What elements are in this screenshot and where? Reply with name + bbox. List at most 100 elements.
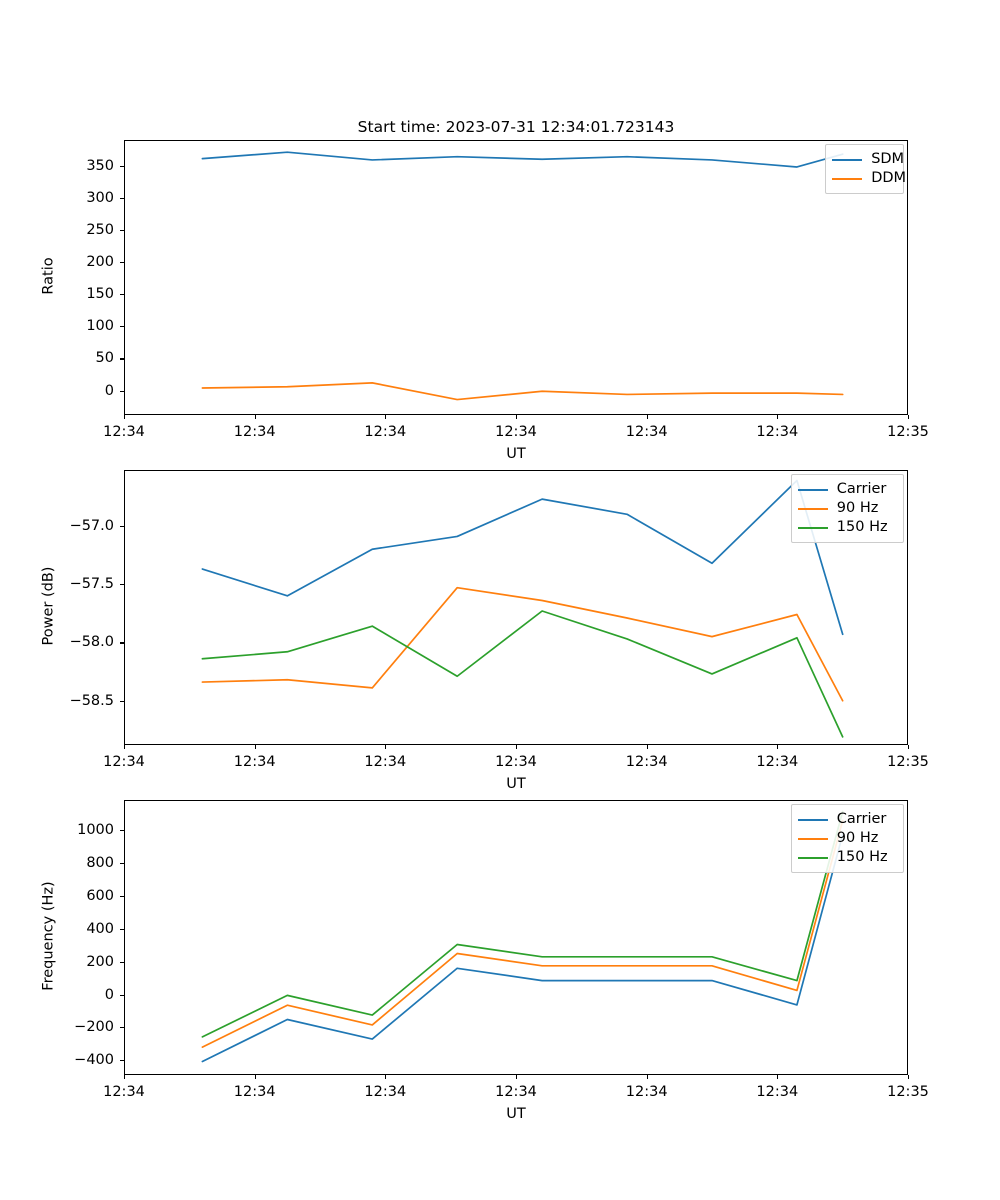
y-tick-label: −58.0 <box>69 634 114 651</box>
legend-ratio-panel: SDM DDM <box>825 144 906 194</box>
x-tick-label: 12:34 <box>233 424 276 440</box>
y-tick-mark <box>119 525 124 528</box>
y-tick-label: 0 <box>104 382 114 399</box>
x-tick-label: 12:34 <box>364 754 407 770</box>
y-tick-mark <box>119 326 124 328</box>
x-tick-label: 12:34 <box>103 1084 145 1100</box>
y-tick-mark <box>119 294 124 296</box>
x-tick-mark <box>254 1075 256 1080</box>
legend-item-90-hz[interactable]: 90 Hz <box>797 829 896 848</box>
x-tick-mark <box>908 415 910 420</box>
x-tick-mark <box>124 1075 126 1080</box>
legend-line-swatch-icon <box>797 526 828 529</box>
y-tick-mark <box>119 229 124 232</box>
legend-frequency-panel: Carrier 90 Hz 150 Hz <box>790 804 904 873</box>
x-tick-label: 12:34 <box>233 754 276 770</box>
y-tick-label: 200 <box>86 254 114 271</box>
x-tick-mark <box>777 415 779 420</box>
x-tick-label: 12:34 <box>495 754 537 770</box>
x-tick-mark <box>254 745 256 750</box>
y-tick-mark <box>119 390 124 392</box>
legend-item-carrier[interactable]: Carrier <box>797 480 896 499</box>
legend-label: Carrier <box>836 811 887 827</box>
y-tick-mark <box>119 584 124 586</box>
y-tick-mark <box>119 994 124 996</box>
x-tick-mark <box>908 1075 910 1080</box>
x-tick-mark <box>646 745 648 750</box>
x-tick-label: 12:34 <box>625 754 668 770</box>
x-tick-mark <box>646 1075 648 1080</box>
legend-line-swatch-icon <box>832 158 863 161</box>
y-tick-mark <box>119 928 124 930</box>
x-tick-mark <box>254 415 256 420</box>
legend-item-carrier[interactable]: Carrier <box>797 810 896 829</box>
y-tick-label: 0 <box>104 986 114 1003</box>
x-tick-label: 12:34 <box>364 424 407 440</box>
x-tick-label: 12:34 <box>495 424 537 440</box>
x-tick-mark <box>908 745 910 750</box>
x-tick-mark <box>385 415 387 420</box>
y-tick-label: −57.0 <box>69 517 114 534</box>
y-tick-mark <box>119 896 124 898</box>
y-tick-label: 800 <box>86 855 114 872</box>
y-tick-label: 150 <box>86 286 114 303</box>
y-tick-mark <box>119 642 124 644</box>
legend-label: DDM <box>871 170 907 186</box>
y-tick-label: −57.5 <box>69 576 114 593</box>
x-tick-mark <box>646 415 648 420</box>
y-tick-mark <box>119 358 124 360</box>
legend-power-panel: Carrier 90 Hz 150 Hz <box>790 474 904 543</box>
x-tick-label: 12:35 <box>887 424 929 440</box>
x-tick-label: 12:34 <box>756 754 799 770</box>
x-tick-mark <box>385 745 387 750</box>
y-tick-label: 600 <box>86 888 114 905</box>
x-tick-mark <box>385 1075 387 1080</box>
x-tick-mark <box>516 1075 518 1080</box>
y-tick-label: 350 <box>86 157 114 174</box>
legend-item-150-hz[interactable]: 150 Hz <box>797 518 896 537</box>
legend-line-swatch-icon <box>832 177 863 180</box>
x-tick-label: 12:35 <box>887 1084 929 1100</box>
x-tick-label: 12:34 <box>364 1084 407 1100</box>
legend-label: 90 Hz <box>836 500 879 516</box>
y-tick-label: −58.5 <box>69 692 114 709</box>
x-tick-mark <box>777 1075 779 1080</box>
legend-label: SDM <box>871 151 905 167</box>
y-tick-mark <box>119 961 124 963</box>
x-tick-label: 12:34 <box>103 424 145 440</box>
y-tick-mark <box>119 700 124 702</box>
legend-label: 150 Hz <box>836 849 888 865</box>
x-tick-label: 12:34 <box>756 424 799 440</box>
y-tick-label: 50 <box>95 350 114 367</box>
legend-item-150-hz[interactable]: 150 Hz <box>797 848 896 867</box>
x-tick-mark <box>124 415 126 420</box>
y-tick-mark <box>119 1027 124 1029</box>
y-tick-label: 400 <box>86 920 114 937</box>
legend-line-swatch-icon <box>797 488 828 491</box>
legend-line-swatch-icon <box>797 818 828 821</box>
figure-title: Start time: 2023-07-31 12:34:01.723143 <box>357 118 675 136</box>
y-tick-mark <box>119 1060 124 1062</box>
legend-item-ddm[interactable]: DDM <box>832 169 906 188</box>
y-tick-mark <box>119 863 124 865</box>
y-tick-mark <box>119 197 124 199</box>
y-tick-mark <box>119 830 124 832</box>
y-tick-label: 1000 <box>77 822 114 839</box>
y-tick-label: −400 <box>74 1052 114 1069</box>
x-tick-label: 12:34 <box>756 1084 799 1100</box>
x-tick-mark <box>516 415 518 420</box>
x-axis-label: UT <box>506 1106 526 1122</box>
y-tick-label: 100 <box>86 318 114 335</box>
x-tick-mark <box>124 745 126 750</box>
y-tick-label: −200 <box>74 1019 114 1036</box>
plot-area-ratio-panel <box>124 140 908 415</box>
x-tick-label: 12:34 <box>625 1084 668 1100</box>
legend-item-sdm[interactable]: SDM <box>832 150 904 169</box>
x-tick-label: 12:34 <box>495 1084 537 1100</box>
x-tick-mark <box>777 745 779 750</box>
legend-item-90-hz[interactable]: 90 Hz <box>797 499 896 518</box>
y-tick-mark <box>119 262 124 264</box>
